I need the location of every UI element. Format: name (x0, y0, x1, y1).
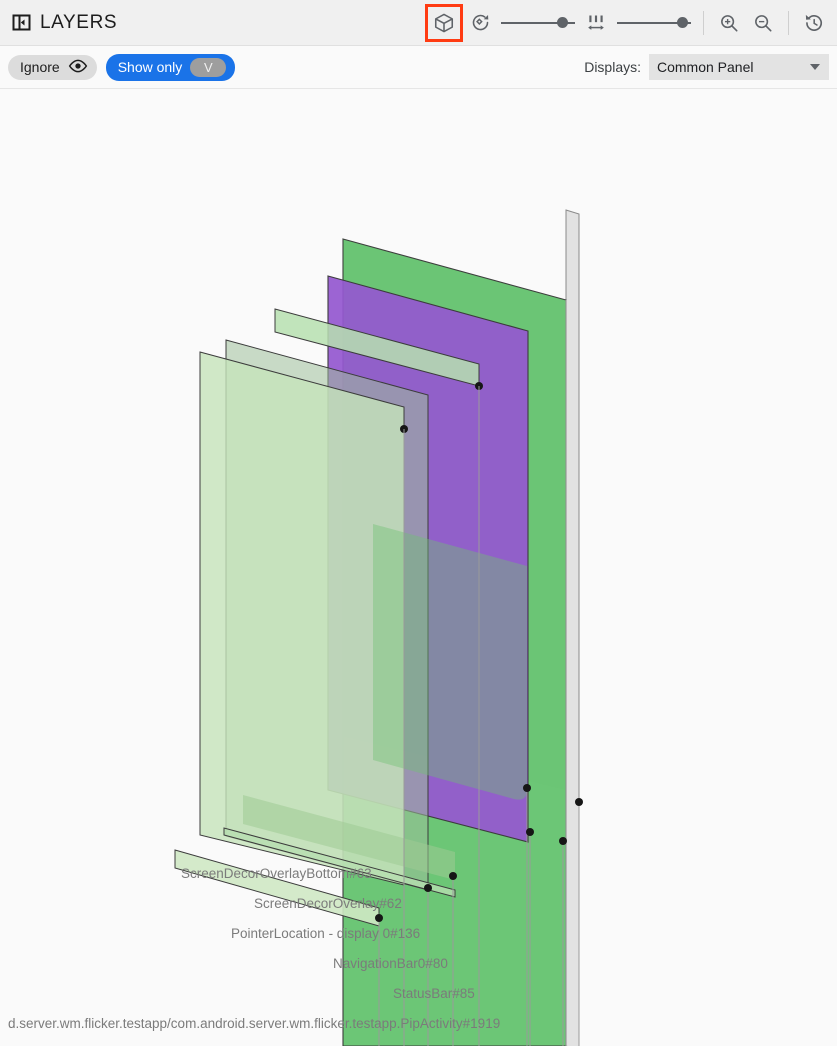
layer-spacing-icon[interactable] (579, 6, 613, 40)
layer-label-navigation-bar[interactable]: NavigationBar0#80 (333, 956, 448, 971)
chevron-down-icon (810, 64, 820, 70)
connector-dot-63 (375, 914, 383, 922)
view-toolbar (425, 3, 831, 42)
show-only-filter-label: Show only (117, 59, 183, 75)
rotation-reset-button[interactable] (463, 6, 497, 40)
layer-spacing-slider-knob[interactable] (677, 17, 688, 28)
layer-stack-svg (174, 209, 583, 1046)
layer-inner-app-content[interactable] (373, 524, 527, 800)
rotation-slider-track (501, 21, 575, 24)
ignore-filter-label: Ignore (20, 59, 60, 75)
connector-lines-upper (403, 386, 480, 1046)
displays-select[interactable]: Common Panel (649, 54, 829, 80)
show-only-filter-button[interactable]: Show only V (105, 53, 236, 81)
layers-3d-canvas[interactable]: ScreenDecorOverlayBottom#63 ScreenDecorO… (0, 90, 837, 1046)
collapse-panel-icon[interactable] (10, 12, 32, 34)
rotation-slider[interactable] (501, 6, 575, 40)
zoom-out-button[interactable] (746, 6, 780, 40)
layer-label-pip-activity[interactable]: d.server.wm.flicker.testapp/com.android.… (8, 1016, 501, 1031)
show-only-badge: V (190, 57, 227, 77)
3d-view-button[interactable] (425, 3, 463, 42)
page-title: LAYERS (40, 11, 118, 33)
connector-dot-80 (526, 828, 534, 836)
layer-label-screen-decor-overlay-bottom[interactable]: ScreenDecorOverlayBottom#63 (181, 866, 372, 881)
layer-label-screen-decor-overlay[interactable]: ScreenDecorOverlay#62 (254, 896, 402, 911)
displays-label: Displays: (584, 59, 641, 75)
connector-lines (378, 300, 580, 1046)
layer-label-pointer-location[interactable]: PointerLocation - display 0#136 (231, 926, 421, 941)
layer-spacing-slider[interactable] (617, 6, 691, 40)
eye-icon (68, 59, 88, 76)
layer-pane-screen-decor-overlay-62[interactable] (223, 827, 456, 898)
connector-dots (375, 382, 583, 922)
layer-pane-display-backdrop[interactable] (565, 209, 580, 1046)
layer-spacing-slider-track (617, 21, 691, 24)
connector-dot-136 (424, 884, 432, 892)
toolbar-divider (703, 10, 704, 35)
connector-dot-62 (449, 872, 457, 880)
reset-view-button[interactable] (797, 6, 831, 40)
toolbar-divider-2 (788, 10, 789, 35)
rotation-slider-knob[interactable] (557, 17, 568, 28)
ignore-filter-button[interactable]: Ignore (8, 54, 97, 80)
zoom-in-button[interactable] (712, 6, 746, 40)
connector-dot-85 (559, 837, 567, 845)
layer-inner-bottom-strip[interactable] (243, 795, 455, 880)
connector-dot-extra-1 (575, 798, 583, 806)
connector-dot-1919 (523, 784, 531, 792)
filter-bar: Ignore Show only V Displays: Common Pane… (0, 46, 837, 89)
layer-label-status-bar[interactable]: StatusBar#85 (393, 986, 475, 1001)
displays-select-value: Common Panel (657, 59, 754, 75)
panel-header: LAYERS (0, 0, 837, 46)
